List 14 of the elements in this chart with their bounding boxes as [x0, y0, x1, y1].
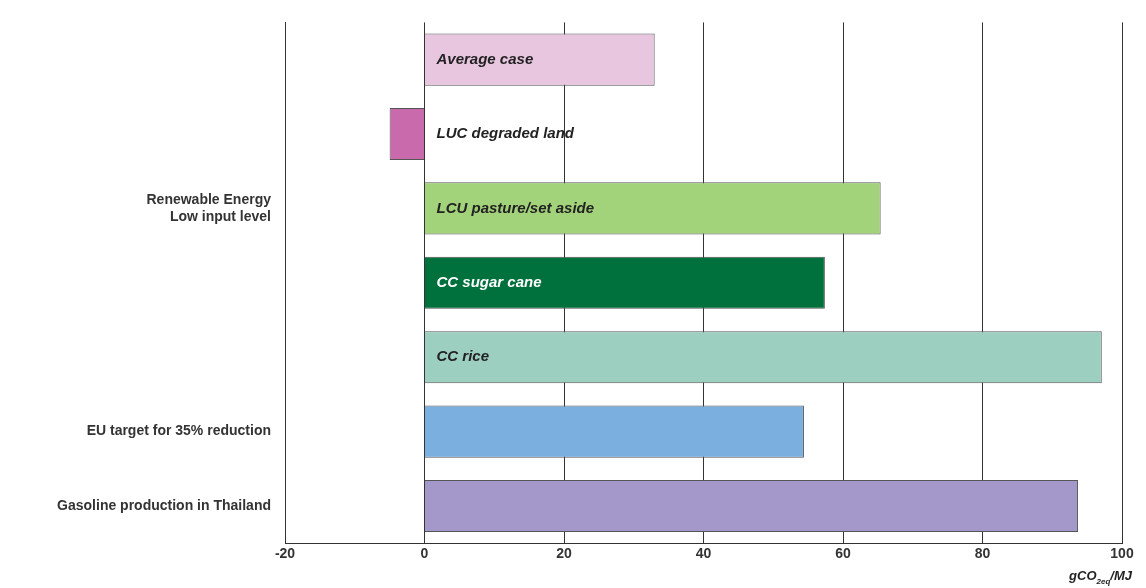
y-tick-label: EU target for 35% reduction [86, 422, 271, 439]
x-tick-label: 40 [695, 545, 712, 562]
x-tick-label: -20 [274, 545, 296, 562]
x-tick-label: 100 [1110, 545, 1134, 562]
y-tick-label: Renewable Energy Low input level [146, 190, 272, 224]
x-tick-label: 80 [974, 545, 991, 562]
series-label: CC rice [436, 347, 490, 365]
series-label: Average case [435, 49, 534, 67]
series-label: CC sugar cane [436, 272, 542, 290]
x-tick-label: 60 [835, 545, 851, 562]
series-label: LCU pasture/set aside [436, 198, 595, 216]
x-tick-label: 20 [556, 545, 572, 562]
x-tick-label: 0 [420, 545, 429, 562]
y-tick-label: Gasoline production in Thailand [57, 496, 271, 513]
